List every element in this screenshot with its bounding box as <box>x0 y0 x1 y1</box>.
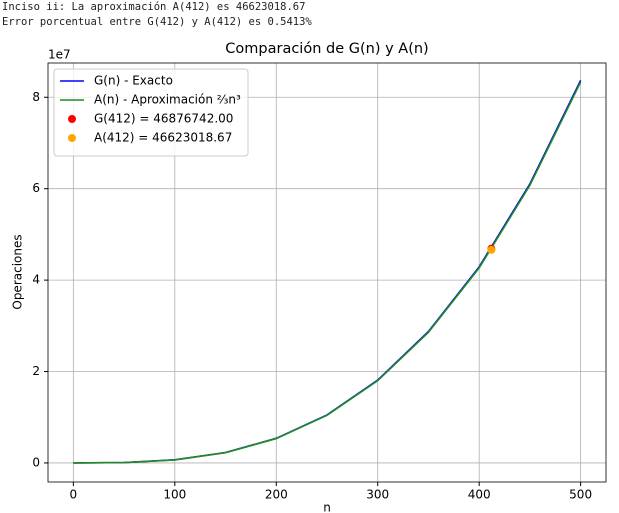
console-line: Error porcentual entre G(412) y A(412) e… <box>2 16 312 28</box>
legend-label: G(n) - Exacto <box>94 74 173 88</box>
y-tick-label: 8 <box>32 90 40 104</box>
chart-title: Comparación de G(n) y A(n) <box>225 41 428 57</box>
x-tick-label: 500 <box>569 488 592 502</box>
legend-swatch <box>68 134 76 142</box>
x-tick-label: 400 <box>468 488 491 502</box>
console-line: Inciso ii: La aproximación A(412) es 466… <box>2 1 306 13</box>
y-tick-label: 4 <box>32 273 40 287</box>
y-offset-label: 1e7 <box>48 48 71 62</box>
axes-frame <box>47 62 607 483</box>
legend-swatch <box>68 115 76 123</box>
legend-label: G(412) = 46876742.00 <box>94 112 233 126</box>
legend-box <box>53 68 249 157</box>
x-tick-label: 300 <box>366 488 389 502</box>
legend-label: A(412) = 46623018.67 <box>94 131 232 145</box>
x-axis-label: n <box>323 501 331 513</box>
x-tick-label: 100 <box>163 488 186 502</box>
y-tick-label: 2 <box>32 364 40 378</box>
y-axis-label: Operaciones <box>11 234 25 309</box>
legend-label: A(n) - Aproximación ²⁄₃n³ <box>94 93 241 107</box>
point <box>487 245 496 254</box>
y-tick-label: 6 <box>32 181 40 195</box>
x-tick-label: 0 <box>70 488 78 502</box>
y-tick-label: 0 <box>32 455 40 469</box>
x-tick-label: 200 <box>265 488 288 502</box>
series-line <box>73 81 582 464</box>
